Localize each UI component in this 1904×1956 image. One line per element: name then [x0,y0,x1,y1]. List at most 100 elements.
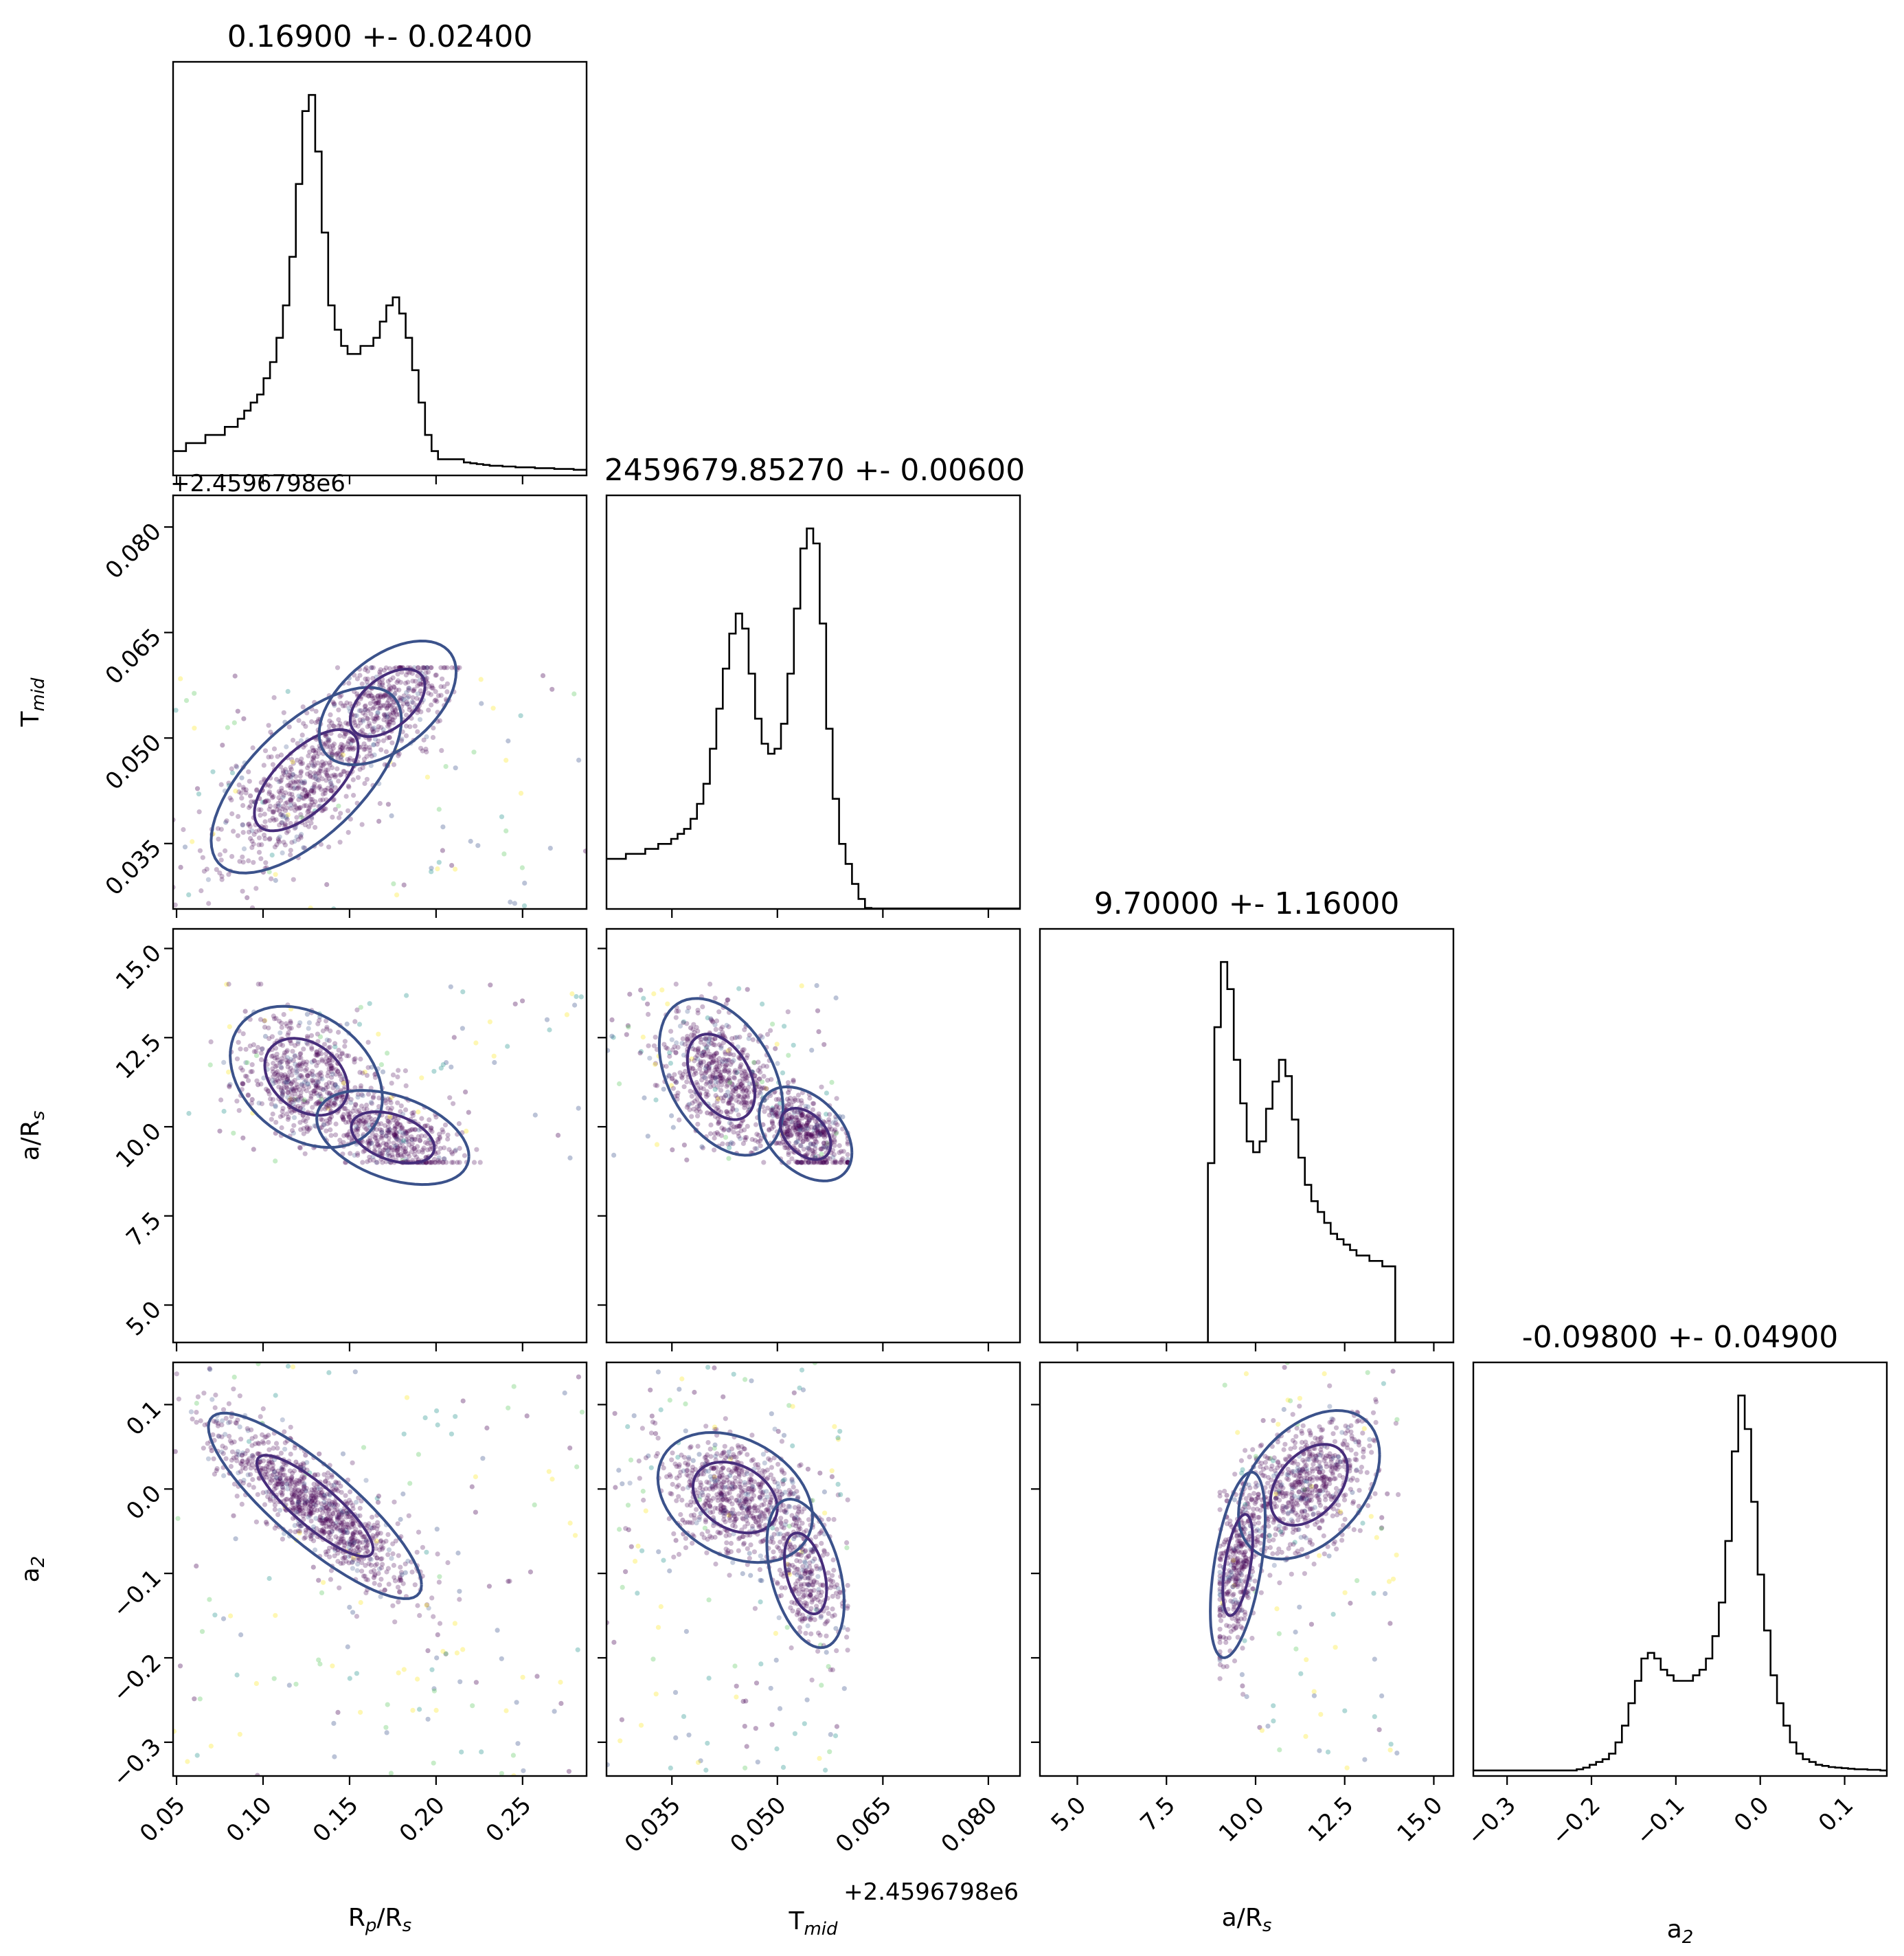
scatter-point [313,824,318,830]
scatter-point [317,1018,322,1023]
scatter-point [258,1050,264,1056]
scatter-point [322,1529,328,1535]
scatter-point [681,1143,688,1148]
scatter-point [338,1528,343,1533]
scatter-point [273,1046,279,1051]
scatter-point [792,1564,797,1570]
scatter-point [796,1123,802,1128]
scatter-point [803,1630,808,1636]
scatter-point [745,1452,750,1457]
scatter-point [311,1088,317,1094]
scatter-point [394,1124,399,1129]
scatter-point [611,1639,617,1645]
scatter-point [705,1015,710,1021]
scatter-point [330,750,335,756]
scatter-point [313,1494,318,1499]
scatter-point [355,723,361,729]
scatter-point [695,1443,701,1449]
scatter-point [725,1101,731,1106]
scatter-point [706,1497,712,1503]
scatter-point [425,1716,431,1722]
scatter-point [727,1145,732,1151]
scatter-point [819,1540,824,1546]
scatter-point [263,1086,269,1092]
scatter-point [311,784,317,789]
scatter-point [240,1031,246,1037]
scatter-point [298,1066,304,1072]
scatter-point [457,665,462,671]
scatter-point [681,1468,686,1474]
scatter-point [313,1516,319,1521]
scatter-point [207,1367,213,1372]
scatter-point [805,1131,811,1136]
scatter-point [670,1450,675,1456]
scatter-point [324,1517,329,1522]
scatter-point [759,1079,765,1085]
scatter-point [322,791,328,796]
scatter-point [329,1529,335,1535]
scatter-point [506,738,511,744]
scatter-point [695,1028,701,1034]
scatter-point [354,1568,360,1573]
scatter-point [723,1092,728,1098]
scatter-point [302,803,307,809]
scatter-point [797,1129,804,1135]
scatter-point [429,1125,434,1131]
scatter-point [295,1068,300,1074]
scatter-point [284,1496,290,1502]
scatter-point [216,1434,222,1439]
scatter-point [352,1019,358,1024]
scatter-point [768,1472,773,1478]
scatter-point [235,1417,240,1423]
scatter-point [823,1145,828,1150]
scatter-point [240,785,246,790]
scatter-point [345,756,350,762]
scatter-point [814,982,819,989]
scatter-point [363,1120,369,1125]
scatter-point [748,1476,753,1483]
scatter-point [346,706,352,711]
scatter-point [684,1157,690,1162]
scatter-point [313,1053,319,1058]
scatter-point [369,1140,374,1146]
scatter-point [745,1053,750,1058]
scatter-point [722,1068,727,1074]
scatter-point [665,1001,670,1007]
scatter-point [296,1498,302,1504]
scatter-point [288,765,293,770]
scatter-point [321,1122,327,1127]
scatter-point [764,1507,770,1512]
scatter-point [178,676,183,682]
scatter-point [731,1129,736,1135]
scatter-point [703,1075,708,1081]
scatter-point [440,676,445,682]
scatter-point [705,1500,710,1505]
scatter-point [297,1530,302,1536]
scatter-point [304,791,310,796]
scatter-point [341,1140,346,1145]
scatter-point [422,1140,429,1145]
scatter-point [301,1046,306,1052]
scatter-point [350,1542,355,1549]
scatter-point [297,1063,302,1068]
scatter-point [713,1026,718,1032]
scatter-point [323,741,328,746]
scatter-point [712,1051,717,1057]
scatter-point [397,1589,403,1595]
scatter-point [227,1081,233,1087]
scatter-point [774,1103,780,1108]
scatter-point [280,814,286,820]
scatter-point [339,1077,344,1083]
scatter-point [797,1625,802,1630]
scatter-point [411,688,417,694]
scatter-point [718,1466,724,1472]
scatter-point [703,1051,708,1057]
scatter-point [276,1479,282,1485]
scatter-point [705,1740,710,1746]
scatter-point [567,1446,573,1451]
scatter-point [697,1494,703,1499]
scatter-point [409,1127,416,1132]
scatter-point [449,665,455,671]
scatter-point [698,1109,703,1114]
scatter-point [699,1483,704,1488]
